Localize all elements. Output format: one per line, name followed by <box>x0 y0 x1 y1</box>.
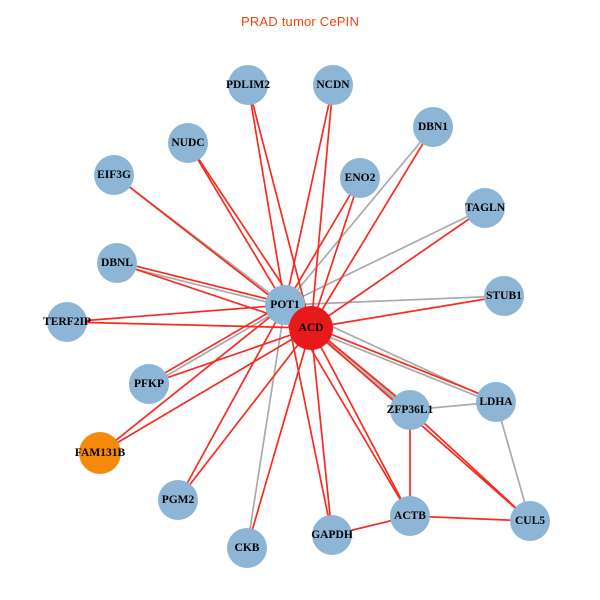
graph-edge <box>99 304 286 454</box>
graph-node-nudc[interactable] <box>168 123 208 163</box>
graph-node-label-pfkp: PFKP <box>134 378 164 390</box>
graph-edge <box>284 295 505 306</box>
graph-node-ncdn[interactable] <box>313 65 353 105</box>
graph-node-label-terf2ip: TERF2IP <box>43 316 91 328</box>
graph-edge <box>284 207 486 306</box>
graph-edge <box>284 84 334 306</box>
graph-edge <box>148 305 287 387</box>
graph-edge <box>247 84 286 306</box>
graph-edge <box>310 327 333 536</box>
graph-edge <box>284 177 361 306</box>
graph-node-label-pdlim2: PDLIM2 <box>226 79 270 91</box>
graph-node-zfp36l1[interactable] <box>390 390 430 430</box>
graph-edge <box>310 126 434 329</box>
graph-edge <box>310 177 361 329</box>
graph-node-gapdh[interactable] <box>312 515 352 555</box>
graph-node-eno2[interactable] <box>340 158 380 198</box>
graph-edge <box>310 84 334 329</box>
graph-node-cul5[interactable] <box>510 501 550 541</box>
graph-edge <box>409 409 531 522</box>
graph-node-label-stub1: STUB1 <box>486 290 522 302</box>
graph-edge <box>147 302 286 384</box>
graph-node-label-pot1: POT1 <box>270 299 300 311</box>
graph-node-label-acd: ACD <box>299 322 324 334</box>
graph-node-fam131b[interactable] <box>79 432 121 474</box>
graph-edge <box>177 304 286 501</box>
graph-node-ldha[interactable] <box>476 382 516 422</box>
graph-node-label-pgm2: PGM2 <box>162 494 195 506</box>
graph-node-terf2ip[interactable] <box>47 302 87 342</box>
graph-edge <box>409 515 531 522</box>
graph-node-label-cul5: CUL5 <box>515 515 545 527</box>
graph-node-label-ldha: LDHA <box>479 396 513 408</box>
graph-edge <box>310 327 411 517</box>
graph-node-label-tagln: TAGLN <box>465 202 506 214</box>
graph-edge <box>246 327 312 549</box>
graph-node-pgm2[interactable] <box>158 480 198 520</box>
graph-node-ckb[interactable] <box>227 528 267 568</box>
graph-node-eif3g[interactable] <box>94 155 134 195</box>
graph-edge <box>246 304 286 549</box>
graph-node-label-ncdn: NCDN <box>316 79 350 91</box>
graph-node-label-zfp36l1: ZFP36L1 <box>387 404 434 416</box>
graph-node-actb[interactable] <box>390 496 430 536</box>
graph-edge <box>310 207 486 329</box>
graph-edge <box>495 401 531 522</box>
graph-edge <box>177 327 312 501</box>
graph-node-pdlim2[interactable] <box>228 65 268 105</box>
graph-node-label-eif3g: EIF3G <box>97 169 131 181</box>
graph-node-label-actb: ACTB <box>394 510 426 522</box>
graph-edge <box>66 321 312 329</box>
graph-edge <box>148 327 312 385</box>
graph-node-label-eno2: ENO2 <box>345 172 376 184</box>
graph-node-label-ckb: CKB <box>235 542 260 554</box>
node-label-layer: POT1 ACD PDLIM2 NCDN NUDC DBN1 ENO2 EIF3G TAGLN D… <box>43 79 545 554</box>
graph-edge <box>99 327 312 454</box>
graph-node-label-fam131b: FAM131B <box>75 447 126 459</box>
graph-node-pfkp[interactable] <box>129 364 169 404</box>
graph-edge <box>284 304 333 536</box>
graph-edge <box>309 328 497 405</box>
graph-node-acd[interactable] <box>289 306 333 350</box>
graph-node-dbn1[interactable] <box>413 107 453 147</box>
graph-edge <box>310 295 505 329</box>
graph-node-label-dbn1: DBN1 <box>418 121 448 133</box>
graph-edge <box>116 260 287 305</box>
graph-node-label-dbnl: DBNL <box>101 257 133 269</box>
graph-node-dbnl[interactable] <box>97 243 137 283</box>
graph-node-label-gapdh: GAPDH <box>311 529 353 541</box>
graph-node-stub1[interactable] <box>484 276 524 316</box>
graph-edge <box>310 325 498 402</box>
page-title: PRAD tumor CePIN <box>240 14 360 29</box>
graph-node-tagln[interactable] <box>465 188 505 228</box>
graph-edge <box>187 142 286 306</box>
graph-edge <box>284 126 434 306</box>
node-layer <box>47 65 550 568</box>
graph-edge <box>247 84 312 329</box>
graph-node-label-nudc: NUDC <box>171 137 204 149</box>
